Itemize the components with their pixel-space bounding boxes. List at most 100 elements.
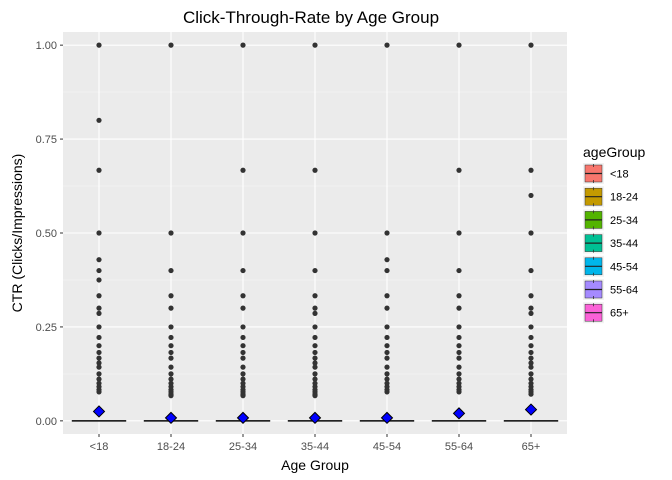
mean-marker-55-64 [452, 407, 466, 420]
outlier-point [456, 167, 462, 173]
outlier-point [240, 334, 246, 341]
x-tick-label: 45-54 [373, 441, 401, 453]
outlier-point [240, 349, 246, 356]
outlier-point [384, 376, 390, 382]
legend-label: 18-24 [610, 192, 638, 204]
outlier-point [312, 364, 318, 370]
outlier-point [96, 389, 102, 395]
outlier-point [312, 360, 318, 366]
outlier-point [96, 117, 102, 123]
outlier-point [312, 355, 318, 361]
outlier-point [384, 349, 390, 356]
outlier-point [240, 293, 246, 299]
x-tick-label: 35-44 [301, 441, 329, 453]
mean-marker-18-24 [164, 411, 178, 425]
outlier-point [240, 305, 246, 311]
outlier-point [168, 376, 174, 382]
outlier-point [456, 305, 462, 311]
outlier-point [384, 364, 390, 370]
outlier-point [528, 349, 534, 356]
y-tick-label: 0.00 [36, 416, 57, 428]
legend-label: 35-44 [610, 238, 638, 250]
outlier-point [96, 167, 102, 173]
outlier-point [312, 334, 318, 341]
outlier-point [384, 267, 390, 274]
x-tick-label: 55-64 [445, 441, 473, 453]
x-tick-label: <18 [90, 441, 109, 453]
outlier-point [168, 267, 174, 274]
outlier-point [456, 230, 462, 236]
outlier-point [96, 324, 102, 330]
y-tick-label: 0.25 [36, 322, 57, 334]
outlier-point [528, 167, 534, 173]
x-tick-label: 25-34 [229, 441, 257, 453]
outlier-point [456, 334, 462, 341]
mean-marker-35-44 [308, 411, 322, 425]
outlier-point [528, 371, 534, 377]
outlier-point [312, 376, 318, 382]
outlier-point [528, 42, 534, 48]
outlier-point [240, 376, 246, 382]
outlier-point [168, 324, 174, 330]
y-tick-label: 0.75 [36, 134, 57, 146]
outlier-point [96, 310, 102, 316]
mean-marker-<18 [92, 405, 106, 418]
outlier-point [528, 305, 534, 311]
outlier-point [168, 393, 174, 399]
outlier-point [384, 305, 390, 311]
outlier-point [312, 371, 318, 377]
legend-label: 65+ [610, 308, 629, 320]
outlier-point [240, 393, 246, 399]
outlier-point [96, 355, 102, 361]
chart-title: Click-Through-Rate by Age Group [183, 8, 439, 27]
outlier-point [456, 389, 462, 395]
outlier-point [456, 349, 462, 356]
outlier-point [96, 230, 102, 236]
outlier-point [312, 324, 318, 330]
y-axis-label: CTR (Clicks/Impressions) [9, 154, 25, 313]
outlier-point [528, 376, 534, 382]
outlier-point [312, 230, 318, 236]
legend-label: <18 [610, 169, 629, 181]
outlier-point [240, 42, 246, 48]
outlier-point [312, 267, 318, 274]
outlier-point [96, 376, 102, 382]
outlier-point [456, 42, 462, 48]
outlier-point [240, 324, 246, 330]
outlier-point [528, 334, 534, 341]
outlier-point [168, 371, 174, 377]
outlier-point [384, 371, 390, 377]
outlier-point [312, 167, 318, 173]
outlier-point [312, 349, 318, 356]
outlier-point [168, 293, 174, 299]
outlier-point [168, 42, 174, 48]
mean-layer [92, 403, 538, 425]
outlier-point [312, 343, 318, 349]
outlier-point [528, 391, 534, 397]
legend: ageGroup <18 18-24 25-34 35-44 45-54 55-64 65+ [583, 144, 645, 324]
outlier-point [384, 230, 390, 236]
mean-marker-45-54 [380, 411, 394, 425]
outlier-point [240, 355, 246, 361]
outlier-point [384, 355, 390, 361]
outlier-point [384, 389, 390, 395]
outlier-point [312, 305, 318, 311]
x-tick-label: 65+ [522, 441, 541, 453]
outlier-point [312, 42, 318, 48]
outlier-point [384, 42, 390, 48]
outlier-point [528, 324, 534, 330]
outlier-point [168, 349, 174, 356]
outlier-point [528, 310, 534, 316]
outlier-point [456, 371, 462, 377]
outlier-point [96, 364, 102, 370]
outlier-point [528, 364, 534, 370]
outlier-point [456, 267, 462, 274]
legend-label: 25-34 [610, 215, 638, 227]
outlier-point [456, 293, 462, 299]
outlier-point [168, 364, 174, 370]
mean-marker-25-34 [236, 411, 250, 425]
outlier-point [168, 343, 174, 349]
outlier-point [96, 42, 102, 48]
outlier-point [312, 293, 318, 299]
legend-label: 45-54 [610, 261, 638, 273]
